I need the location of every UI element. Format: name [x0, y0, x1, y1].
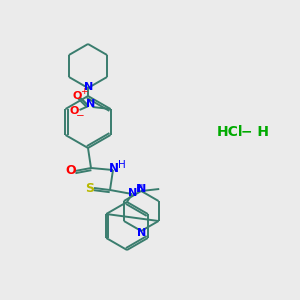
Text: O: O	[73, 91, 82, 101]
Text: O: O	[70, 106, 79, 116]
Text: +: +	[80, 86, 87, 95]
Text: − H: − H	[236, 125, 269, 139]
Text: N: N	[109, 162, 119, 175]
Text: N: N	[128, 188, 138, 197]
Text: N: N	[86, 99, 95, 109]
Text: N: N	[136, 228, 146, 238]
Text: N: N	[84, 82, 93, 92]
Text: O: O	[66, 164, 76, 178]
Text: −: −	[76, 111, 85, 121]
Text: N: N	[136, 184, 146, 194]
Text: H: H	[136, 184, 144, 194]
Text: S: S	[85, 182, 94, 194]
Text: HCl: HCl	[217, 125, 243, 139]
Text: H: H	[118, 160, 126, 170]
